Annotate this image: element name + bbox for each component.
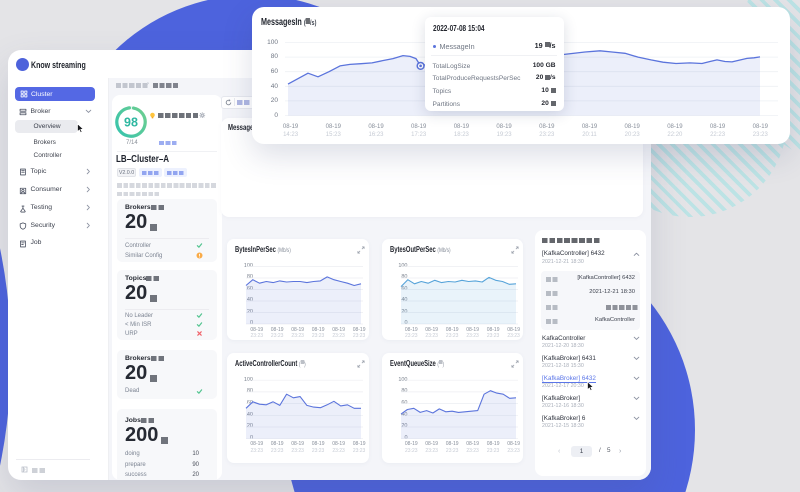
svg-text:98: 98 <box>124 116 138 130</box>
